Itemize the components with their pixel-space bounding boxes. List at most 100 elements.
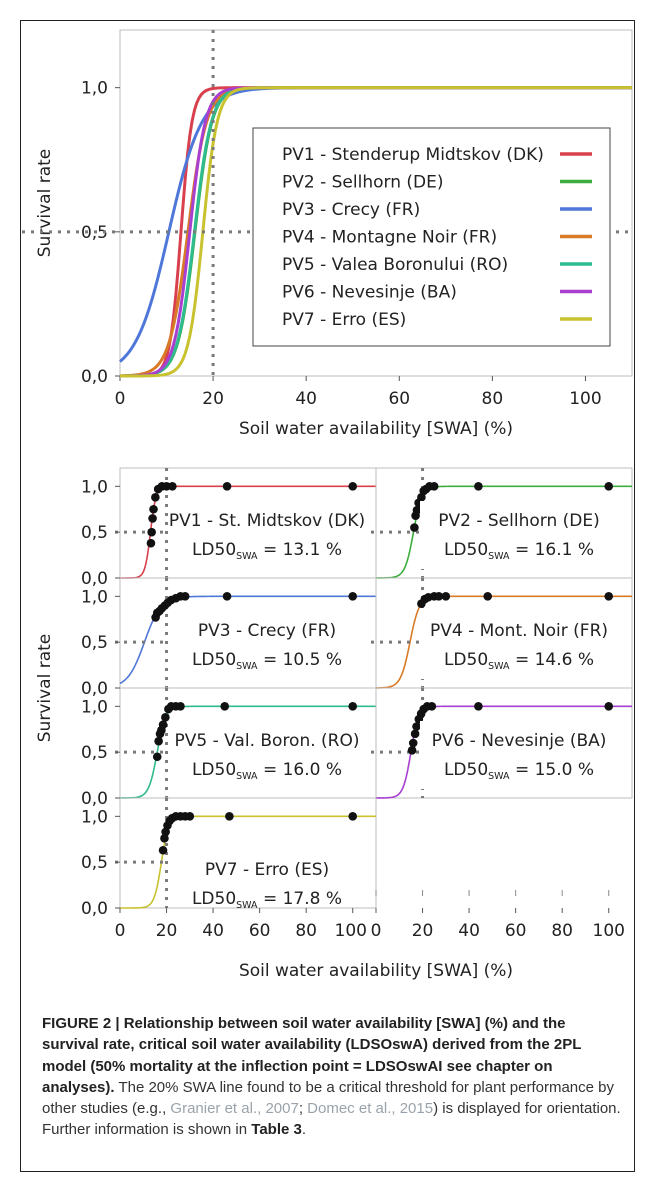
figure-charts: 0 20 40 60 80 100 0,0 0,5 1,0 Soil water availabi… [22, 29, 634, 981]
panel-data-point [429, 482, 439, 491]
panel-data-point [407, 746, 417, 755]
panel-label: PV3 - Crecy (FR) [198, 621, 336, 641]
panel-pv7: PV7 - Erro (ES) LD50SWA = 17.8 % [115, 797, 377, 911]
panel-data-point [168, 482, 177, 491]
panel-pv3: PV3 - Crecy (FR) LD50SWA = 10.5 % [115, 577, 377, 689]
caption-figure-label: FIGURE 2 | Relationship between soil wat… [42, 1015, 582, 1096]
small-x-tick-label: 40 [458, 921, 480, 941]
panel-label-bg [420, 721, 618, 789]
panel-label-bg [168, 850, 366, 904]
panel-data-point [158, 845, 168, 855]
small-x-tick-label: 100 [593, 921, 625, 941]
panel-label: PV6 - Nevesinje (BA) [432, 731, 607, 751]
caption-text-1: The 20% SWA line found to be a critical … [42, 1078, 614, 1118]
panel-data-point [483, 592, 493, 601]
panel-pv2: PV2 - Sellhorn (DE) LD50SWA = 16.1 % [371, 467, 633, 579]
small-y-tick-label: 0,0 [81, 789, 108, 809]
small-y-tick-label: 0,0 [81, 679, 108, 699]
panel-data-point [408, 738, 418, 748]
panel-data-point [348, 812, 358, 821]
small-x-tick-label: 60 [505, 921, 527, 941]
panel-data-point [185, 812, 195, 821]
caption-text-3: ) is displayed for orientation. Further … [42, 1100, 621, 1139]
panel-data-point [225, 812, 234, 821]
small-y-tick-label: 0,0 [81, 569, 108, 589]
panel-data-point [147, 527, 156, 537]
panel-data-point [158, 720, 168, 729]
panel-data-point [604, 482, 614, 491]
small-x-tick-label: 20 [412, 921, 434, 941]
panel-data-point [441, 592, 451, 601]
small-y-tick-label: 1,0 [81, 477, 108, 497]
small-x-tick-label: 0 [115, 921, 126, 941]
panel-data-point [348, 592, 358, 601]
small-x-tick-label: 100 [335, 921, 367, 941]
small-x-tick-label: 80 [295, 921, 317, 941]
panel-data-point [427, 702, 437, 711]
panel-pv4: PV4 - Mont. Noir (FR) LD50SWA = 14.6 % [371, 577, 633, 689]
small-x-tick-label: 60 [249, 921, 271, 941]
panel-data-point [348, 702, 358, 711]
panel-label: PV7 - Erro (ES) [205, 860, 329, 880]
panel-data-point [604, 592, 614, 601]
panel-label-bg [420, 611, 618, 679]
panel-label-bg [168, 611, 366, 679]
small-x-tick-label: 20 [156, 921, 178, 941]
panel-frame [375, 687, 633, 799]
caption-text-2: ; [298, 1100, 308, 1118]
top-series-line-pv7 [120, 86, 632, 378]
small-y-axis-label: Survival rate [35, 634, 55, 742]
panel-label-bg [168, 721, 366, 789]
panel-data-point [412, 505, 422, 515]
panel-data-point [146, 538, 156, 548]
panel-data-point [410, 523, 419, 532]
top-y-tick-label: 1,0 [81, 79, 108, 99]
panel-data-point [348, 482, 358, 491]
panel-data-point [412, 722, 421, 731]
small-x-tick-label: 80 [551, 921, 573, 941]
top-x-tick-label: 60 [388, 389, 410, 409]
panel-data-point [148, 514, 157, 523]
panel-label-bg [168, 501, 366, 569]
panel-label-bg [420, 501, 618, 569]
top-x-tick-label: 40 [295, 389, 317, 409]
panel-data-point [152, 752, 162, 762]
top-plot-area [119, 29, 633, 377]
small-x-axis-label: Soil water availability [SWA] (%) [239, 961, 513, 981]
panel-data-point [222, 592, 232, 601]
caption-ref-domec[interactable]: Domec et al., 2015 [307, 1100, 434, 1118]
top-legend-label-pv4: PV4 - Montagne Noir (FR) [282, 228, 497, 248]
panel-label: PV1 - St. Midtskov (DK) [169, 511, 365, 531]
panel-data-point [222, 482, 232, 491]
panel-data-point [151, 493, 160, 502]
top-legend-label-pv7: PV7 - Erro (ES) [282, 310, 406, 330]
top-legend-label-pv1: PV1 - Stenderup Midtskov (DK) [282, 145, 544, 165]
small-y-tick-label: 0,5 [81, 523, 108, 543]
panel-ld50-value: LD50SWA = 14.6 % [444, 650, 594, 672]
top-x-axis-label: Soil water availability [SWA] (%) [239, 419, 513, 439]
small-y-tick-label: 1,0 [81, 587, 108, 607]
small-y-tick-label: 0,5 [81, 633, 108, 653]
panel-label: PV2 - Sellhorn (DE) [438, 511, 599, 531]
panel-data-point [220, 702, 230, 711]
small-y-tick-label: 0,5 [81, 853, 108, 873]
panel-ld50-value: LD50SWA = 17.8 % [192, 889, 342, 911]
caption-ref-granier[interactable]: Granier et al., 2007 [170, 1100, 299, 1118]
top-legend-box [252, 127, 611, 347]
caption-text-4: . [301, 1121, 307, 1139]
panel-fit-line [375, 595, 632, 689]
top-y-tick-label: 0,0 [81, 367, 108, 387]
panel-pv6: PV6 - Nevesinje (BA) LD50SWA = 15.0 % [371, 687, 633, 799]
panel-label: PV4 - Mont. Noir (FR) [430, 621, 608, 641]
top-legend-label-pv3: PV3 - Crecy (FR) [282, 200, 420, 220]
small-y-tick-label: 1,0 [81, 807, 108, 827]
panel-label: PV5 - Val. Boron. (RO) [174, 731, 359, 751]
panel-ld50-value: LD50SWA = 13.1 % [192, 540, 342, 562]
top-x-tick-label: 100 [569, 389, 601, 409]
panel-data-point [410, 729, 420, 739]
panel-data-point [180, 592, 190, 601]
panel-data-point [149, 504, 158, 514]
small-y-tick-label: 0,0 [81, 899, 108, 919]
caption-table-ref[interactable]: Table 3 [251, 1121, 302, 1139]
panel-pv1: PV1 - St. Midtskov (DK) LD50SWA = 13.1 % [115, 467, 377, 579]
